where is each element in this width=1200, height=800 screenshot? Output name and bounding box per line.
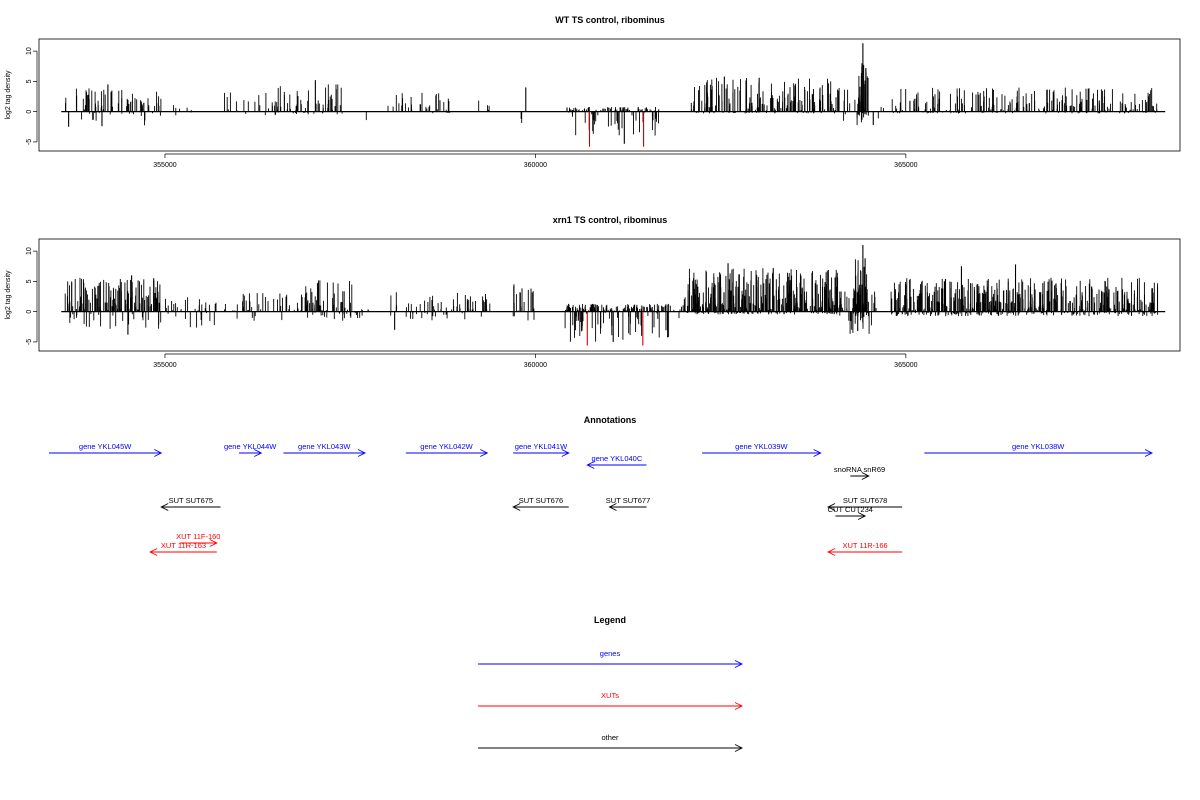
feature-label: gene YKL040C — [592, 454, 643, 463]
feature-arrow-head — [480, 449, 489, 457]
legend-title: Legend — [594, 615, 626, 625]
feature-label: SUT SUT678 — [843, 496, 887, 505]
feature-snorna-snr69: snoRNA snR69 — [834, 465, 885, 480]
feature-gene-ykl043w: gene YKL043W — [283, 442, 367, 457]
feature-gene-ykl044w: gene YKL044W — [224, 442, 277, 457]
legend-label: genes — [600, 649, 621, 658]
legend-label: XUTs — [601, 691, 619, 700]
wt-x-tick-label: 365000 — [894, 162, 917, 169]
wt-x-tick-label: 360000 — [524, 162, 547, 169]
feature-gene-ykl040c: gene YKL040C — [586, 454, 647, 469]
feature-arrow-head — [154, 449, 163, 457]
feature-arrow-head — [357, 449, 367, 457]
feature-xut-11r-166: XUT 11R-166 — [827, 541, 903, 556]
wt-signal-bars — [61, 43, 1166, 147]
feature-gene-ykl042w: gene YKL042W — [405, 442, 489, 457]
feature-label: SUT SUT676 — [519, 496, 563, 505]
xrn1-signal-bars — [61, 245, 1166, 346]
wt-track-title: WT TS control, ribominus — [555, 15, 665, 25]
feature-arrow-head — [512, 503, 521, 511]
xrn1-track-title: xrn1 TS control, ribominus — [553, 215, 668, 225]
wt-x-tick-label: 355000 — [153, 162, 176, 169]
feature-cut-cut234: CUT CUT234 — [828, 505, 873, 520]
feature-label: gene YKL039W — [735, 442, 788, 451]
feature-label: gene YKL041W — [515, 442, 568, 451]
feature-gene-ykl045w: gene YKL045W — [49, 442, 163, 457]
wt-plot-frame — [38, 38, 1181, 152]
xrn1-track-panel: xrn1 TS control, ribominus log2 tag dens… — [5, 215, 1181, 369]
feature-arrow-head — [1144, 449, 1154, 457]
feature-label: gene YKL038W — [1012, 442, 1065, 451]
feature-sut-sut678: SUT SUT678 — [827, 496, 903, 511]
annotation-features: gene YKL045W gene YKL044W gene YKL043W gene… — [49, 442, 1154, 556]
wt-axes: -5 0 5 10 355000 360000 365000 — [26, 47, 918, 169]
feature-label: XUT 11R-166 — [843, 541, 888, 550]
feature-label: XUT 11F-160 — [176, 532, 220, 541]
legend-arrow-head — [734, 660, 744, 668]
legend-arrow-head — [734, 702, 744, 710]
feature-arrow-head — [827, 548, 836, 556]
xrn1-y-tick-label: 5 — [26, 279, 33, 283]
feature-gene-ykl041w: gene YKL041W — [513, 442, 570, 457]
feature-arrow-head — [857, 512, 867, 520]
legend-panel: Legend genes XUTs other — [478, 615, 744, 752]
feature-gene-ykl038w: gene YKL038W — [924, 442, 1154, 457]
feature-sut-sut675: SUT SUT675 — [160, 496, 221, 511]
feature-label: SUT SUT675 — [169, 496, 213, 505]
wt-track-panel: WT TS control, ribominus log2 tag densit… — [5, 15, 1181, 169]
feature-arrow-head — [586, 461, 595, 469]
feature-xut-11f-160: XUT 11F-160 — [176, 532, 220, 547]
feature-arrow-head — [608, 503, 617, 511]
xrn1-axes: -5 0 5 10 355000 360000 365000 — [26, 247, 918, 369]
xrn1-x-tick-label: 365000 — [894, 362, 917, 369]
feature-xut-11r-163: XUT 11R-163 — [149, 541, 217, 556]
feature-label: snoRNA snR69 — [834, 465, 885, 474]
feature-label: gene YKL045W — [79, 442, 132, 451]
feature-sut-sut677: SUT SUT677 — [606, 496, 650, 511]
feature-label: XUT 11R-163 — [161, 541, 206, 550]
feature-arrow-head — [827, 503, 836, 511]
feature-label: gene YKL044W — [224, 442, 277, 451]
xrn1-x-tick-label: 360000 — [524, 362, 547, 369]
wt-y-tick-label: -5 — [26, 139, 33, 145]
feature-label: CUT CUT234 — [828, 505, 873, 514]
feature-sut-sut676: SUT SUT676 — [512, 496, 569, 511]
wt-y-tick-label: 0 — [26, 110, 33, 114]
xrn1-y-axis-label: log2 tag density — [5, 270, 12, 320]
feature-arrow-head — [813, 449, 822, 457]
annotations-panel: Annotations gene YKL045W gene YKL044W gene… — [49, 415, 1154, 556]
annotations-title: Annotations — [584, 415, 637, 425]
feature-label: gene YKL042W — [420, 442, 473, 451]
feature-arrow-head — [861, 472, 870, 480]
feature-label: gene YKL043W — [298, 442, 351, 451]
wt-y-axis-label: log2 tag density — [5, 70, 12, 120]
legend-entries: genes XUTs other — [478, 649, 744, 752]
legend-entry-other: other — [478, 733, 744, 752]
feature-arrow-head — [561, 449, 570, 457]
feature-arrow-head — [160, 503, 169, 511]
xrn1-x-tick-label: 355000 — [153, 362, 176, 369]
xrn1-y-tick-label: 0 — [26, 310, 33, 314]
legend-entry-xuts: XUTs — [478, 691, 744, 710]
feature-arrow-head — [254, 449, 263, 457]
xrn1-plot-frame — [38, 238, 1181, 352]
xrn1-y-tick-label: -5 — [26, 339, 33, 345]
wt-y-tick-label: 10 — [26, 47, 33, 55]
legend-entry-genes: genes — [478, 649, 744, 668]
wt-y-tick-label: 5 — [26, 79, 33, 83]
legend-arrow-head — [734, 744, 744, 752]
feature-arrow-head — [149, 548, 158, 556]
xrn1-y-tick-label: 10 — [26, 247, 33, 255]
feature-arrow-head — [209, 539, 218, 547]
feature-label: SUT SUT677 — [606, 496, 650, 505]
feature-gene-ykl039w: gene YKL039W — [702, 442, 822, 457]
legend-label: other — [601, 733, 619, 742]
